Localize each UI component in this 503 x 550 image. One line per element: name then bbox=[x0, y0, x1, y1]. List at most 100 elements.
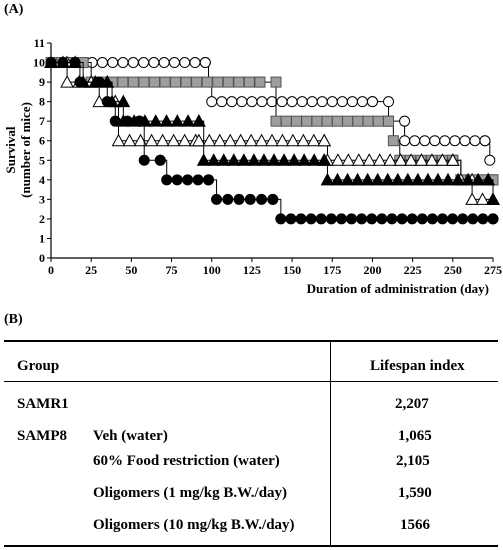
series-point bbox=[441, 172, 455, 186]
series-point bbox=[471, 172, 485, 186]
row-group: SAMP8 bbox=[17, 428, 67, 444]
series-point bbox=[479, 135, 491, 147]
series-point bbox=[366, 213, 378, 225]
series-point bbox=[189, 57, 201, 69]
y-tick-label: 11 bbox=[34, 36, 45, 50]
series-point bbox=[233, 76, 245, 88]
series-point bbox=[148, 57, 160, 69]
survival-chart: (A) 0 25 50 75 100 125 150 175 200 225 250 27501234… bbox=[3, 2, 502, 296]
series-point bbox=[199, 57, 211, 69]
y-tick-label: 0 bbox=[39, 251, 45, 265]
y-tick-label: 9 bbox=[39, 75, 45, 89]
chart-axes: 0 25 50 75 100 125 150 175 200 225 250 275 0 1 2 3 4 5 6 7 8… bbox=[33, 36, 502, 277]
series-point bbox=[277, 153, 291, 166]
series-point bbox=[287, 153, 301, 166]
y-tick-label: 6 bbox=[39, 134, 45, 148]
panel-a-label: (A) bbox=[4, 2, 24, 17]
series-point bbox=[280, 115, 292, 127]
series-point bbox=[236, 96, 248, 108]
series-point bbox=[159, 114, 174, 127]
series-point bbox=[330, 172, 345, 186]
series-point bbox=[404, 153, 418, 166]
table-header-rule bbox=[4, 381, 498, 382]
series-point bbox=[168, 57, 180, 69]
series-point bbox=[45, 57, 57, 69]
series-point bbox=[436, 213, 448, 225]
series-point bbox=[256, 96, 268, 108]
series-point bbox=[399, 115, 411, 127]
series-point bbox=[166, 133, 181, 147]
panel-b-label: (B) bbox=[4, 312, 23, 327]
series-point bbox=[447, 213, 459, 225]
series-point bbox=[399, 135, 411, 147]
y-tick-label: 7 bbox=[39, 114, 45, 128]
series-point bbox=[317, 153, 332, 166]
series-point bbox=[122, 133, 137, 147]
series-point bbox=[179, 57, 191, 69]
series-point bbox=[331, 115, 343, 127]
table-bottom-rule bbox=[4, 545, 498, 547]
series-point bbox=[247, 153, 261, 166]
row-treatment: Veh (water) bbox=[93, 428, 168, 444]
row-index: 1,065 bbox=[398, 428, 432, 444]
series-point bbox=[257, 153, 271, 166]
series-point bbox=[461, 172, 475, 186]
series-point bbox=[133, 133, 148, 147]
series-point bbox=[486, 192, 500, 205]
series-point bbox=[400, 172, 415, 186]
series-point bbox=[275, 213, 287, 225]
series-point bbox=[307, 153, 322, 166]
series-point bbox=[93, 76, 105, 88]
series-point bbox=[148, 114, 163, 127]
series-point bbox=[138, 154, 150, 166]
series-point bbox=[383, 115, 395, 127]
series-point bbox=[233, 133, 248, 147]
series-point bbox=[321, 115, 333, 127]
series-point bbox=[421, 172, 435, 186]
series-point bbox=[69, 57, 81, 69]
series-point bbox=[270, 115, 282, 127]
y-tick-label: 2 bbox=[39, 212, 45, 226]
series-point bbox=[60, 75, 74, 88]
series-point bbox=[159, 76, 171, 88]
series-point bbox=[127, 76, 139, 88]
series-point bbox=[296, 133, 311, 147]
series-line bbox=[51, 62, 493, 220]
series-point bbox=[181, 114, 195, 127]
series-point bbox=[335, 213, 347, 225]
series-point bbox=[74, 76, 86, 88]
series-point bbox=[416, 213, 428, 225]
series-point bbox=[457, 213, 469, 225]
row-index: 2,105 bbox=[396, 453, 430, 469]
series-point bbox=[350, 172, 365, 186]
series-point bbox=[196, 153, 211, 166]
table-top-rule bbox=[4, 340, 498, 342]
series-point bbox=[451, 172, 465, 186]
series-point bbox=[117, 57, 129, 69]
row-index: 1566 bbox=[400, 517, 430, 533]
series-point bbox=[154, 154, 166, 166]
series-point bbox=[212, 133, 227, 147]
series-point bbox=[341, 153, 356, 166]
series-point bbox=[244, 133, 258, 147]
series-point bbox=[180, 76, 192, 88]
row-treatment: Oligomers (1 mg/kg B.W./day) bbox=[93, 485, 288, 501]
x-tick-label: 225 bbox=[404, 263, 422, 277]
series-point bbox=[182, 174, 194, 186]
series-point bbox=[270, 76, 282, 88]
series-point bbox=[305, 213, 317, 225]
series-point bbox=[469, 135, 481, 147]
series-point bbox=[325, 213, 337, 225]
series-point bbox=[425, 153, 439, 166]
series-point bbox=[356, 96, 368, 108]
series-point bbox=[362, 153, 377, 166]
series-point bbox=[226, 153, 241, 166]
series-point bbox=[372, 153, 387, 166]
series-point bbox=[212, 76, 224, 88]
series-point bbox=[376, 213, 388, 225]
y-tick-label: 1 bbox=[39, 231, 45, 245]
series-point bbox=[206, 96, 218, 108]
series-point bbox=[276, 96, 288, 108]
row-group: SAMR1 bbox=[17, 396, 69, 412]
chart-series-group bbox=[44, 55, 500, 225]
